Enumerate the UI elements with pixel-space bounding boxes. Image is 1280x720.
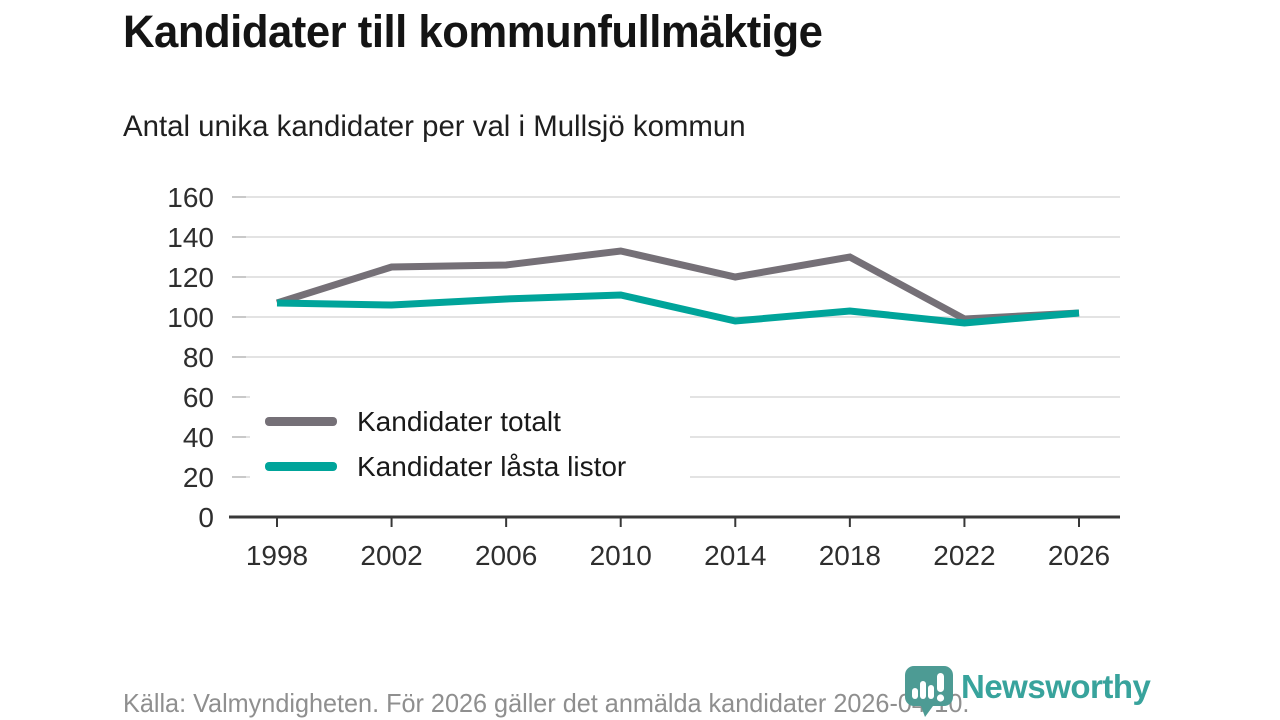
svg-text:100: 100 — [167, 302, 214, 333]
legend-swatch-total-icon — [265, 417, 337, 426]
svg-text:1998: 1998 — [246, 540, 308, 571]
svg-text:2026: 2026 — [1048, 540, 1110, 571]
svg-text:20: 20 — [183, 462, 214, 493]
svg-text:2006: 2006 — [475, 540, 537, 571]
svg-text:2018: 2018 — [819, 540, 881, 571]
svg-text:2002: 2002 — [360, 540, 422, 571]
page-title: Kandidater till kommunfullmäktige — [123, 6, 823, 57]
legend-item-total: Kandidater totalt — [265, 399, 690, 444]
svg-text:140: 140 — [167, 222, 214, 253]
legend-label-total: Kandidater totalt — [357, 405, 561, 437]
newsworthy-pin-icon — [905, 666, 953, 717]
chart-legend: Kandidater totalt Kandidater låsta listo… — [250, 392, 690, 494]
newsworthy-brand: Newsworthy — [903, 664, 1151, 717]
legend-label-locked-lists: Kandidater låsta listor — [357, 450, 627, 482]
svg-text:160: 160 — [167, 182, 214, 213]
legend-swatch-locked-lists-icon — [265, 462, 337, 471]
chart-subtitle: Antal unika kandidater per val i Mullsjö… — [123, 110, 746, 143]
legend-item-locked-lists: Kandidater låsta listor — [265, 444, 690, 489]
svg-text:2014: 2014 — [704, 540, 766, 571]
svg-text:2022: 2022 — [933, 540, 995, 571]
newsworthy-wordmark: Newsworthy — [961, 668, 1151, 705]
svg-text:0: 0 — [198, 502, 214, 533]
svg-text:80: 80 — [183, 342, 214, 373]
line-chart-plot: 0 20 40 60 80 100 120 140 160 1998 2002 2006 2010 201… — [167, 182, 1120, 571]
svg-text:2010: 2010 — [590, 540, 652, 571]
svg-text:60: 60 — [183, 382, 214, 413]
svg-text:120: 120 — [167, 262, 214, 293]
svg-text:40: 40 — [183, 422, 214, 453]
source-note: Källa: Valmyndigheten. För 2026 gäller d… — [123, 688, 970, 718]
